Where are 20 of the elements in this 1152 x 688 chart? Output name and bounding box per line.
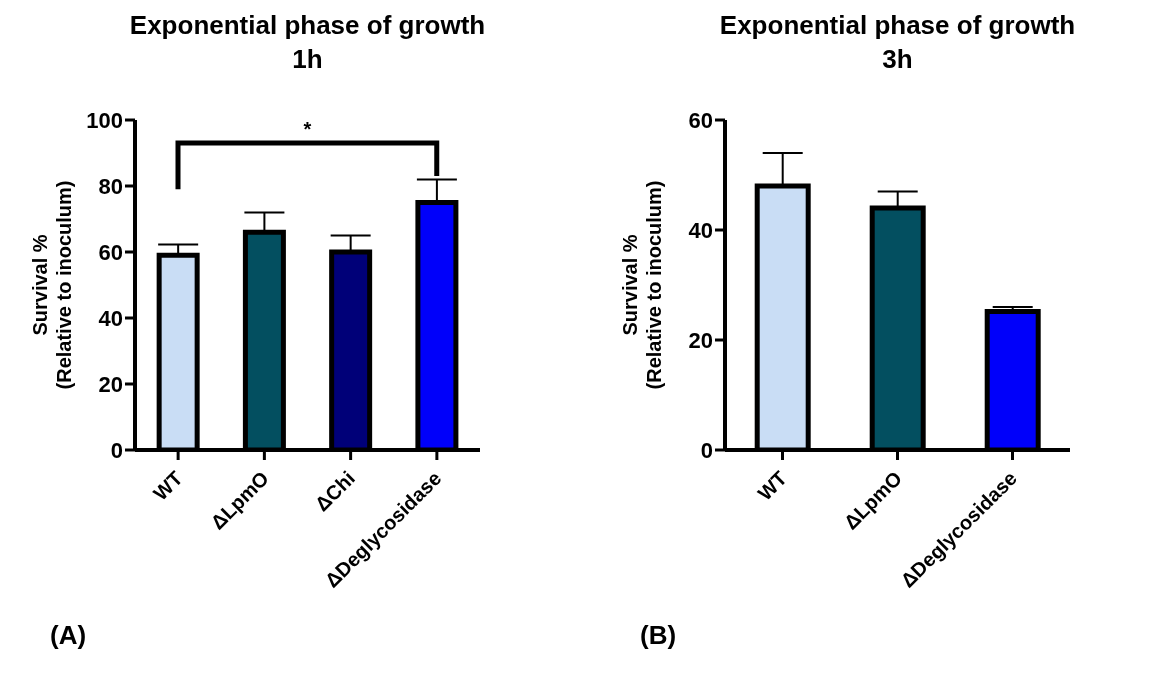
y-axis-title: Survival % (Relative to inoculum) bbox=[29, 180, 75, 390]
y-tick-label: 40 bbox=[688, 217, 713, 243]
y-axis-title: Survival % (Relative to inoculum) bbox=[619, 180, 665, 390]
annotation: * bbox=[303, 118, 312, 141]
y-tick-label: 0 bbox=[110, 437, 123, 463]
y-tick-label: 100 bbox=[86, 107, 123, 133]
x-tick-label: WT bbox=[753, 466, 791, 505]
text: (A) bbox=[50, 620, 87, 651]
y-tick-label: 60 bbox=[98, 239, 123, 265]
y-tick-label: 20 bbox=[688, 327, 713, 353]
y-tick-label: 0 bbox=[700, 437, 713, 463]
y-tick-label: 80 bbox=[98, 173, 123, 199]
chart-title: Exponential phase of growth 3h bbox=[718, 9, 1077, 76]
chart-title: Exponential phase of growth 1h bbox=[128, 9, 487, 76]
significance-bracket: * bbox=[173, 118, 442, 195]
text: (B) bbox=[640, 620, 677, 651]
y-tick-label: 40 bbox=[98, 305, 123, 331]
x-tick-label: WT bbox=[149, 466, 187, 505]
y-tick-label: 20 bbox=[98, 371, 123, 397]
y-tick-label: 60 bbox=[688, 107, 713, 133]
